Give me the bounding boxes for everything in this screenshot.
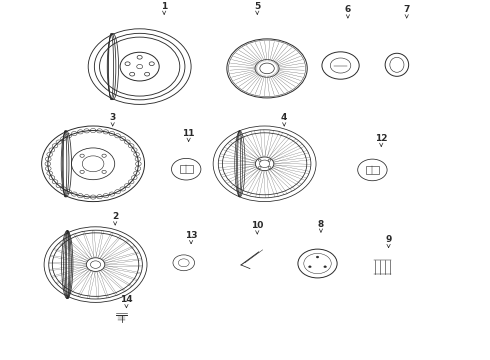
Text: 4: 4 — [281, 113, 288, 126]
Text: 9: 9 — [385, 235, 392, 248]
Text: 5: 5 — [254, 2, 260, 14]
Text: 12: 12 — [375, 134, 388, 147]
Text: 10: 10 — [251, 221, 264, 234]
Circle shape — [316, 256, 319, 258]
Text: 8: 8 — [318, 220, 324, 232]
Text: 1: 1 — [161, 2, 167, 14]
Text: 3: 3 — [110, 113, 116, 126]
Circle shape — [324, 266, 326, 268]
Text: 2: 2 — [112, 212, 118, 225]
Text: 14: 14 — [120, 295, 133, 308]
Text: 11: 11 — [182, 129, 195, 141]
Text: 6: 6 — [345, 5, 351, 18]
Circle shape — [309, 266, 311, 268]
Text: 7: 7 — [403, 5, 410, 18]
Text: 13: 13 — [185, 231, 197, 244]
